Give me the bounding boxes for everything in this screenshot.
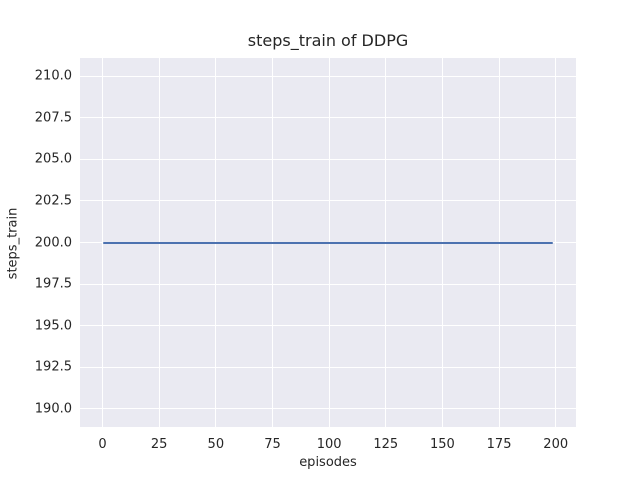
x-tick-label: 75 [264,437,281,452]
x-tick-label: 100 [316,437,342,452]
chart-title: steps_train of DDPG [247,31,409,50]
x-tick-label: 200 [543,437,569,452]
x-tick-label: 25 [150,437,168,452]
y-tick-label: 207.5 [34,110,72,126]
y-tick-label: 205.0 [34,151,72,167]
y-tick-label: 210.0 [34,68,72,84]
y-tick-label: 195.0 [34,318,72,334]
y-gridline [80,200,576,202]
y-tick-label: 202.5 [34,193,72,209]
y-gridline [80,366,576,368]
y-tick-label: 197.5 [34,276,72,292]
x-axis-label: episodes [299,455,357,470]
x-tick-label: 125 [373,437,399,452]
y-gridline [80,75,576,77]
y-tick-label: 200.0 [34,235,72,250]
y-gridline [80,117,576,119]
y-gridline [80,158,576,160]
x-tick-label: 150 [430,437,455,452]
data-line-steps_train [102,241,554,244]
y-gridline [80,325,576,327]
plot-area [80,58,576,427]
x-tick-label: 0 [98,437,107,452]
y-tick-label: 190.0 [34,401,72,417]
y-gridline [80,283,576,285]
x-tick-label: 175 [486,437,512,452]
y-gridline [80,408,576,410]
x-tick-label: 50 [207,437,225,452]
y-tick-label: 192.5 [34,359,72,375]
